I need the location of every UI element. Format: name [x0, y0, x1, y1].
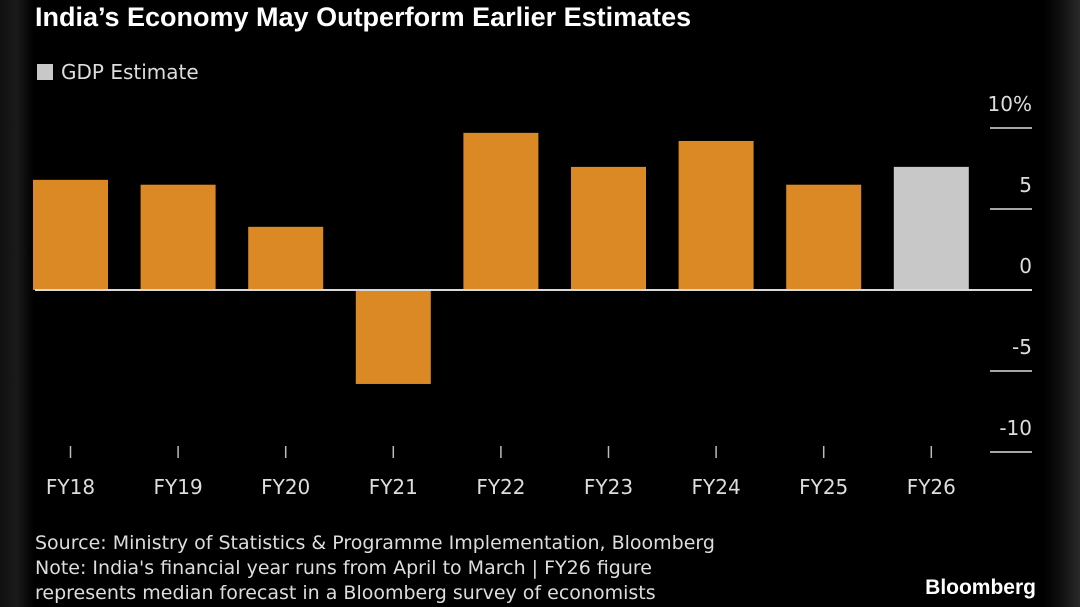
chart-footer: Source: Ministry of Statistics & Program…	[35, 531, 715, 606]
note-text-1: Note: India's financial year runs from A…	[35, 557, 652, 579]
y-tick-label: 0	[1019, 254, 1032, 278]
x-tick-label: FY21	[369, 475, 418, 499]
legend-swatch	[37, 64, 53, 80]
x-tick-label: FY23	[584, 475, 633, 499]
left-blur-edge	[0, 0, 34, 607]
x-tick-label: FY20	[261, 475, 310, 499]
x-tick-label: FY18	[46, 475, 95, 499]
bar-fy24	[678, 140, 754, 290]
y-tick-label: -5	[1012, 335, 1032, 359]
y-tick-label: 10%	[988, 92, 1032, 116]
x-tick-label: FY25	[799, 475, 848, 499]
x-tick-label: FY19	[154, 475, 203, 499]
bloomberg-logo: Bloomberg	[925, 576, 1036, 599]
note-text-2: represents median forecast in a Bloomber…	[35, 582, 656, 604]
y-tick-label: -10	[999, 416, 1032, 440]
bar-fy25	[786, 184, 862, 290]
chart-title: India’s Economy May Outperform Earlier E…	[35, 2, 692, 32]
x-tick-label: FY24	[692, 475, 741, 499]
legend-label: GDP Estimate	[61, 60, 199, 84]
bar-fy23	[571, 166, 646, 290]
x-tick-label: FY22	[476, 475, 525, 499]
source-text: Source: Ministry of Statistics & Program…	[35, 532, 715, 554]
legend: GDP Estimate	[37, 60, 199, 84]
right-blur-edge	[1044, 0, 1080, 607]
bar-fy26	[893, 166, 969, 290]
y-tick-label: 5	[1019, 173, 1032, 197]
bar-fy18	[33, 179, 108, 290]
bar-fy19	[140, 184, 216, 290]
bar-fy20	[248, 226, 324, 290]
bar-fy22	[463, 132, 539, 290]
bar-fy21	[355, 290, 431, 384]
x-tick-label: FY26	[907, 475, 956, 499]
